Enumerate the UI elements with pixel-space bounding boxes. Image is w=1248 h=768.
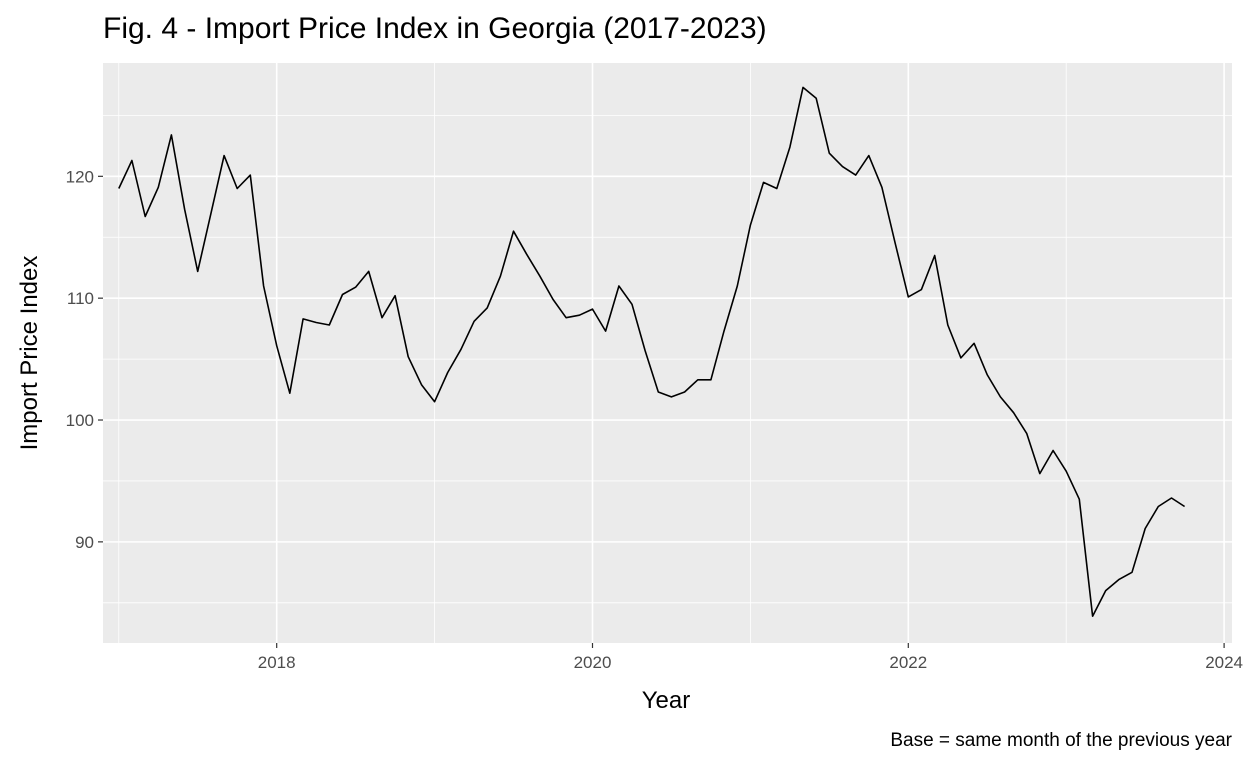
- y-tick-label: 90: [75, 533, 94, 552]
- plot-panel: [103, 63, 1232, 643]
- x-tick-label: 2024: [1205, 653, 1243, 672]
- x-tick-label: 2018: [258, 653, 296, 672]
- series-line: [118, 86, 1186, 618]
- y-axis: 90 100 110 120: [66, 167, 103, 552]
- y-tick-label: 100: [66, 411, 94, 430]
- x-tick-label: 2022: [889, 653, 927, 672]
- y-tick-label: 110: [67, 289, 94, 308]
- grid-minor: [103, 63, 1232, 643]
- x-tick-label: 2020: [574, 653, 612, 672]
- x-axis-title: Year: [642, 687, 691, 714]
- y-tick-label: 120: [66, 167, 94, 186]
- grid-major: [103, 63, 1232, 643]
- chart-title: Fig. 4 - Import Price Index in Georgia (…: [103, 12, 767, 45]
- chart-caption: Base = same month of the previous year: [890, 730, 1232, 751]
- x-axis: 2018 2020 2022 2024: [258, 643, 1243, 672]
- y-axis-title: Import Price Index: [16, 256, 43, 451]
